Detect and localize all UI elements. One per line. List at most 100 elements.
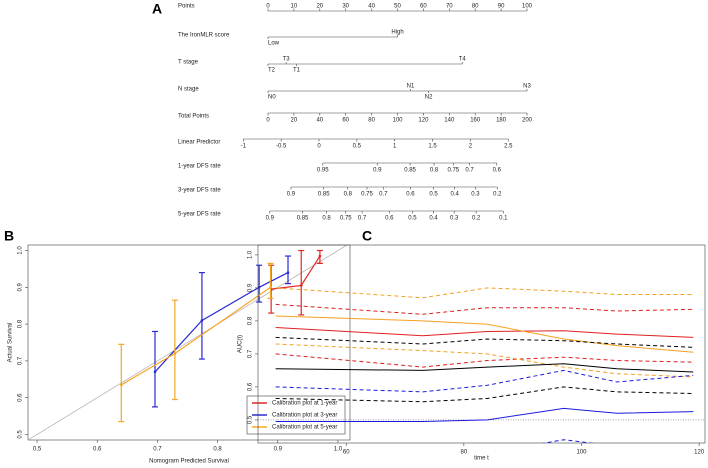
scale-tick-label: 50 [394,4,401,10]
level-label: Low [268,41,280,47]
auc-line [275,353,694,368]
auc-line [275,287,694,299]
scale-tick-label: 0.9 [373,168,382,174]
y-axis-title: Actual Survival [8,323,14,363]
scale-tick-label: 0 [266,118,270,124]
scale-tick-label: 20 [291,118,298,124]
row-label: N stage [178,87,199,93]
point [286,271,290,274]
auc-line [275,315,694,353]
level-label: N0 [268,95,276,101]
scale-tick-label: 0.8 [430,168,439,174]
scale-tick-label: 70 [446,4,453,10]
scale-tick-label: 0.2 [472,216,481,222]
scale-tick-label: 0.7 [465,168,474,174]
x-tick-label: 60 [343,450,350,456]
row-label: Linear Predictor [178,140,220,146]
legend-label: Calibration plot at 5-year [272,425,337,431]
scale-tick-label: 0.5 [353,144,362,150]
point [153,370,157,374]
auc-line [275,369,694,393]
scale-tick-label: 2 [469,144,473,150]
scale-tick-label: 80 [368,118,375,124]
scale-tick-label: 0.3 [471,192,480,198]
scale-tick-label: 0.4 [429,216,438,222]
y-tick-label: 0.9 [248,283,254,292]
y-tick-label: 0.7 [18,356,24,365]
scale-tick-label: 200 [522,118,533,124]
scale-tick-label: 1 [393,144,397,150]
row-label: 5-year DFS rate [178,212,221,218]
scale-tick-label: 180 [496,118,507,124]
y-tick-label: 0.6 [248,382,254,391]
panel-label: B [4,228,14,244]
level-label: N3 [523,84,531,90]
scale-tick-label: 80 [472,4,479,10]
plot-area [28,245,348,440]
auc-line [275,407,694,423]
y-tick-label: 0.8 [248,316,254,325]
scale-tick-label: 100 [392,118,403,124]
row-label: Points [178,4,195,10]
x-tick-label: 1.0 [334,447,343,453]
scale-tick-label: 0 [266,4,270,10]
scale-tick-label: 120 [418,118,429,124]
scale-tick-label: 0.6 [385,216,394,222]
scale-tick-label: 140 [444,118,455,124]
plot-frame [257,244,706,444]
row-label: The IronMLR score [178,33,230,39]
calibration-line [271,255,321,290]
level-label: T3 [283,57,291,63]
scale-tick-label: 0.1 [499,216,508,222]
scale-tick-label: 0.7 [358,216,367,222]
scale-tick-label: 0.85 [318,192,330,198]
level-label: N2 [425,95,433,101]
legend-label: Calibration plot at 3-year [272,413,337,419]
scale-tick-label: 10 [291,4,298,10]
scale-tick-label: 0.8 [322,216,331,222]
scale-tick-label: 2.5 [504,144,513,150]
scale-tick-label: 160 [470,118,481,124]
auc-line [275,303,694,315]
x-tick-label: 0.5 [33,447,42,453]
y-tick-label: 0.9 [18,282,24,291]
scale-tick-label: 0.75 [361,192,373,198]
point [269,286,272,289]
auc-line [275,343,694,378]
scale-tick-label: 100 [522,4,533,10]
scale-tick-label: 0.5 [408,216,417,222]
y-tick-label: 0.5 [18,430,24,439]
scale-tick-label: 0.7 [379,192,388,198]
level-label: T2 [268,68,276,74]
calibration-line [154,272,289,373]
x-tick-label: 0.9 [274,447,283,453]
scale-tick-label: 20 [316,4,323,10]
level-label: High [391,30,403,36]
level-label: T4 [459,57,467,63]
y-tick-label: 1.0 [18,246,24,255]
scale-tick-label: 0.9 [287,192,296,198]
scale-tick-label: 0.9 [266,216,275,222]
auc-line [275,327,694,338]
scale-tick-label: 60 [342,118,349,124]
calibration-line [120,286,271,386]
point [299,284,303,287]
legend-label: Calibration plot at 1-year [272,401,337,407]
scale-tick-label: -0.5 [276,144,287,150]
scale-tick-label: 0.2 [493,192,502,198]
row-label: Total Points [178,114,209,120]
level-label: N1 [407,84,415,90]
scale-tick-label: 0.6 [406,192,415,198]
point [318,254,322,258]
row-label: T stage [178,60,199,66]
level-label: T1 [293,68,301,74]
auc-line [275,363,694,373]
scale-tick-label: 0 [317,144,321,150]
y-axis-title: AUC(t) [238,335,244,353]
panel-label: C [362,228,372,244]
scale-tick-label: 0.85 [297,216,309,222]
scale-tick-label: 0.75 [447,168,459,174]
x-tick-label: 100 [576,450,587,456]
scale-tick-label: 40 [316,118,323,124]
x-tick-label: 120 [694,450,705,456]
